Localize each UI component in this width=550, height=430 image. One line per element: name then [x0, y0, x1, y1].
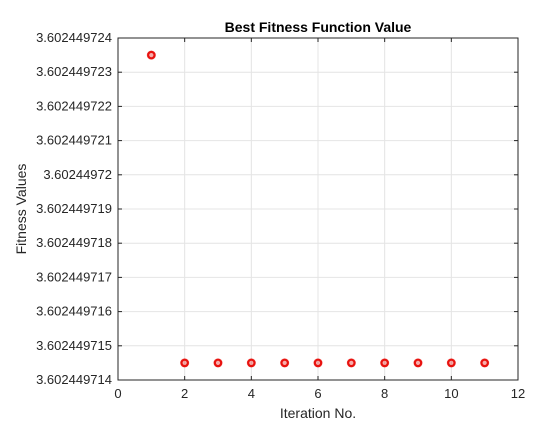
- x-tick-label: 4: [248, 386, 255, 401]
- y-tick-label: 3.602449715: [36, 338, 112, 353]
- y-tick-label: 3.602449724: [36, 30, 112, 45]
- x-axis-label: Iteration No.: [280, 405, 356, 421]
- data-point: [313, 358, 323, 368]
- data-point-marker: [280, 358, 289, 368]
- data-point: [480, 358, 490, 368]
- data-point-marker: [480, 358, 489, 368]
- data-point: [213, 358, 223, 368]
- data-point-marker: [147, 50, 156, 60]
- x-tick-label: 12: [511, 386, 525, 401]
- data-point-marker: [180, 358, 189, 368]
- y-tick-label: 3.602449723: [36, 64, 112, 79]
- y-axis-label: Fitness Values: [13, 164, 29, 255]
- axis-ticks: 0 2 4 6 8 10 12 3.602449714 3.602449715 3.6024497…: [36, 30, 525, 401]
- y-tick-label: 3.602449714: [36, 372, 112, 387]
- data-point: [280, 358, 290, 368]
- chart-title: Best Fitness Function Value: [225, 19, 412, 35]
- data-point-marker: [247, 358, 256, 368]
- y-tick-label: 3.602449716: [36, 304, 112, 319]
- x-tick-label: 10: [444, 386, 458, 401]
- x-tick-label: 8: [381, 386, 388, 401]
- data-point-marker: [347, 358, 356, 368]
- data-point-marker: [213, 358, 223, 368]
- y-tick-label: 3.602449719: [36, 201, 112, 216]
- x-tick-label: 6: [314, 386, 321, 401]
- grid: [118, 38, 518, 380]
- x-tick-label: 0: [114, 386, 121, 401]
- y-tick-label: 3.602449717: [36, 269, 112, 284]
- y-tick-label: 3.60244972: [43, 167, 112, 182]
- y-tick-label: 3.602449721: [36, 133, 112, 148]
- data-point-marker: [380, 358, 389, 368]
- data-point: [246, 358, 256, 368]
- y-tick-label: 3.602449722: [36, 98, 112, 113]
- data-point-marker: [447, 358, 456, 368]
- data-point: [413, 358, 423, 368]
- data-point: [146, 50, 156, 60]
- data-point: [380, 358, 390, 368]
- data-point: [180, 358, 190, 368]
- y-tick-label: 3.602449718: [36, 235, 112, 250]
- data-point: [446, 358, 456, 368]
- data-points: [146, 50, 490, 368]
- data-point-marker: [313, 358, 323, 368]
- data-point: [346, 358, 356, 368]
- data-point-marker: [413, 358, 423, 368]
- x-tick-label: 2: [181, 386, 188, 401]
